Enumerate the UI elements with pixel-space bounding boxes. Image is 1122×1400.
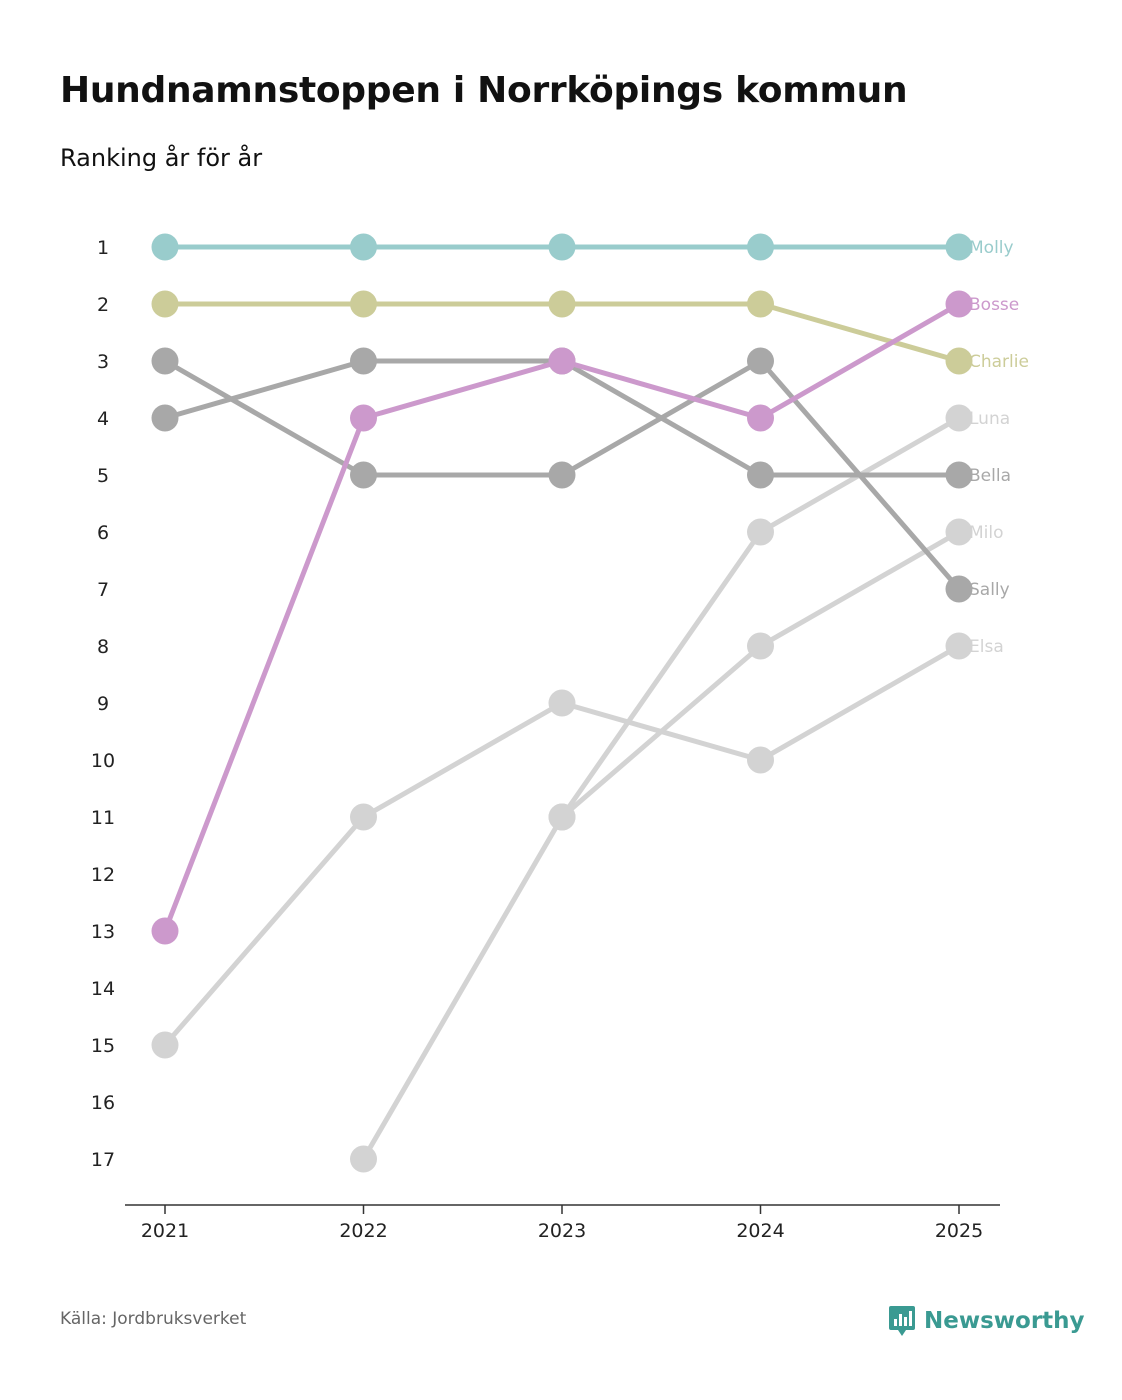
data-point-elsa xyxy=(945,632,973,660)
y-tick-label: 11 xyxy=(91,807,115,829)
data-point-molly xyxy=(747,233,774,261)
x-tick-label: 2024 xyxy=(736,1220,784,1242)
data-point-molly xyxy=(350,233,377,261)
x-axis: 2021 2022 2023 2024 2025 xyxy=(141,1205,983,1242)
y-tick-label: 2 xyxy=(97,294,109,316)
series-line-milo xyxy=(559,529,962,820)
data-point-bosse xyxy=(151,917,179,945)
newsworthy-logo-icon xyxy=(889,1306,915,1336)
data-point-bella xyxy=(350,347,377,375)
y-tick-label: 4 xyxy=(97,408,109,430)
x-tick-label: 2023 xyxy=(538,1220,586,1242)
series-line-luna xyxy=(361,415,962,1162)
chart-subtitle: Ranking år för år xyxy=(60,144,263,172)
data-point-bosse xyxy=(747,404,774,432)
series-label-bosse: Bosse xyxy=(969,295,1019,315)
brand-logo: Newsworthy xyxy=(888,1304,1085,1338)
y-tick-label: 15 xyxy=(91,1035,115,1057)
y-tick-label: 12 xyxy=(91,864,115,886)
series-label-luna: Luna xyxy=(969,409,1010,429)
y-tick-label: 14 xyxy=(91,978,115,1000)
y-tick-label: 9 xyxy=(97,693,109,715)
data-point-sally xyxy=(151,347,179,375)
data-point-elsa xyxy=(151,1031,179,1059)
data-point-molly xyxy=(548,233,576,261)
data-point-molly xyxy=(945,233,973,261)
data-point-luna xyxy=(350,1145,377,1173)
data-point-luna xyxy=(747,518,774,546)
data-point-bella xyxy=(151,404,179,432)
data-point-charlie xyxy=(747,290,774,318)
brand-name: Newsworthy xyxy=(924,1308,1085,1334)
data-point-elsa xyxy=(747,746,774,774)
series-label-sally: Sally xyxy=(969,580,1010,600)
series-points xyxy=(151,233,973,1173)
data-point-bella xyxy=(945,461,973,489)
data-point-sally xyxy=(350,461,377,489)
data-point-milo xyxy=(747,632,774,660)
x-tick-label: 2025 xyxy=(935,1220,983,1242)
data-point-molly xyxy=(151,233,179,261)
data-point-milo xyxy=(945,518,973,546)
y-tick-label: 8 xyxy=(97,636,109,658)
y-tick-label: 1 xyxy=(97,237,109,259)
source-note: Källa: Jordbruksverket xyxy=(60,1309,247,1329)
data-point-charlie xyxy=(548,290,576,318)
series-line-bosse xyxy=(162,301,962,934)
data-point-elsa xyxy=(350,803,377,831)
data-point-bosse xyxy=(350,404,377,432)
data-point-charlie xyxy=(151,290,179,318)
data-point-sally xyxy=(548,461,576,489)
y-tick-label: 6 xyxy=(97,522,109,544)
series-label-charlie: Charlie xyxy=(969,352,1029,372)
y-tick-label: 17 xyxy=(91,1149,115,1171)
chart-title: Hundnamnstoppen i Norrköpings kommun xyxy=(60,70,908,111)
y-tick-label: 16 xyxy=(91,1092,115,1114)
data-point-charlie xyxy=(945,347,973,375)
series-label-molly: Molly xyxy=(969,238,1014,258)
data-point-bosse xyxy=(548,347,576,375)
data-point-sally xyxy=(747,347,774,375)
data-point-luna xyxy=(945,404,973,432)
series-end-labels: Elsa Milo Luna Sally Bella Charlie Molly Bosse xyxy=(969,238,1029,657)
data-point-luna xyxy=(548,803,576,831)
x-tick-label: 2021 xyxy=(141,1220,189,1242)
data-point-elsa xyxy=(548,689,576,717)
y-tick-label: 3 xyxy=(97,351,109,373)
series-line-bella xyxy=(162,358,962,478)
series-label-milo: Milo xyxy=(969,523,1004,543)
y-tick-label: 13 xyxy=(91,921,115,943)
data-point-bosse xyxy=(945,290,973,318)
y-tick-label: 5 xyxy=(97,465,109,487)
data-point-bella xyxy=(747,461,774,489)
x-tick-label: 2022 xyxy=(339,1220,387,1242)
data-point-sally xyxy=(945,575,973,603)
y-tick-label: 7 xyxy=(97,579,109,601)
series-label-bella: Bella xyxy=(969,466,1011,486)
series-label-elsa: Elsa xyxy=(969,637,1004,657)
data-point-charlie xyxy=(350,290,377,318)
y-tick-label: 10 xyxy=(91,750,115,772)
